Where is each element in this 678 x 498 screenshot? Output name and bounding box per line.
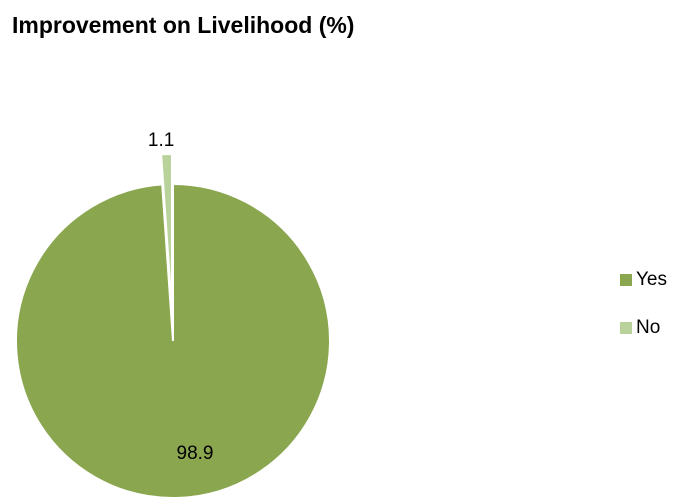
legend: Yes No bbox=[620, 268, 667, 364]
pie-slices bbox=[15, 153, 331, 498]
legend-item-no: No bbox=[620, 316, 667, 340]
data-label-no: 1.1 bbox=[148, 130, 174, 151]
chart-title: Improvement on Livelihood (%) bbox=[12, 12, 355, 38]
legend-swatch-yes bbox=[620, 274, 632, 286]
legend-item-yes: Yes bbox=[620, 268, 667, 292]
pie-data-labels: 98.9 1.1 bbox=[148, 130, 214, 464]
pie-slice-no bbox=[160, 153, 173, 312]
data-label-yes: 98.9 bbox=[177, 443, 214, 464]
legend-swatch-no bbox=[620, 322, 632, 334]
pie-slice-yes bbox=[15, 182, 331, 498]
legend-label-no: No bbox=[636, 317, 661, 338]
legend-label-yes: Yes bbox=[636, 269, 667, 290]
